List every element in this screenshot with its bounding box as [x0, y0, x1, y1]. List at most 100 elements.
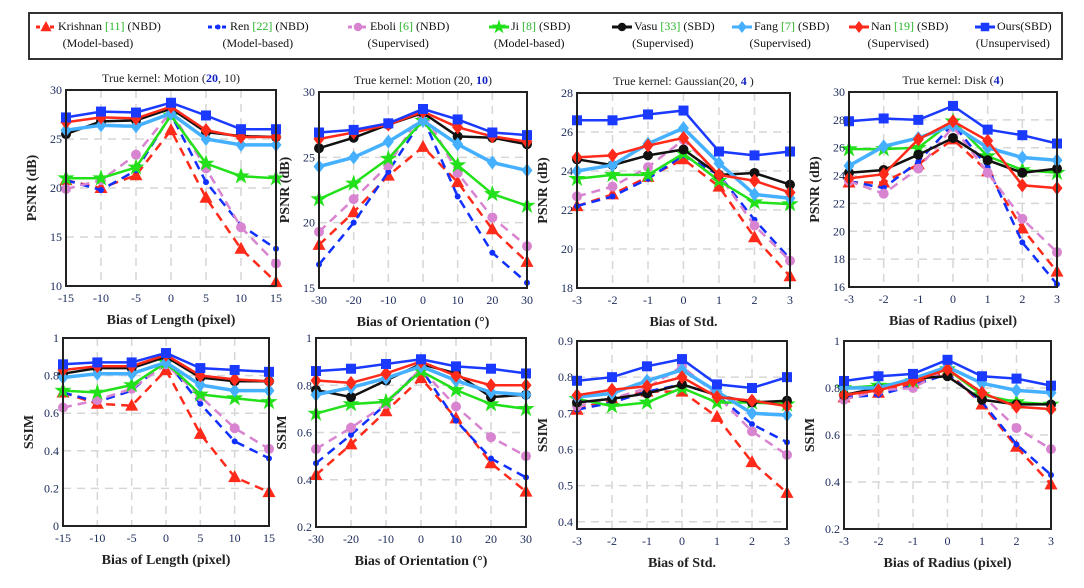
data-point	[678, 105, 689, 116]
data-point	[234, 241, 248, 254]
legend-tag: (NBD)	[272, 19, 309, 33]
data-point	[235, 137, 247, 152]
data-point	[452, 131, 463, 142]
x-tick-label: 0	[420, 293, 426, 307]
legend-subtitle: (Supervised)	[749, 36, 811, 51]
data-point	[344, 437, 358, 450]
x-tick-label: -30	[308, 532, 324, 546]
x-tick-label: 20	[485, 532, 497, 546]
diamond-marker-icon	[732, 21, 752, 34]
square-marker-icon	[975, 23, 995, 32]
y-tick-label: 1	[53, 331, 59, 345]
x-tick-label: 0	[945, 534, 951, 548]
data-point	[712, 379, 722, 390]
x-tick-label: 3	[1048, 534, 1054, 548]
data-point	[641, 379, 653, 394]
data-point	[913, 114, 924, 125]
x-tick-label: 0	[950, 292, 956, 306]
data-point	[878, 113, 889, 124]
data-point	[1019, 239, 1026, 246]
data-point	[913, 163, 924, 174]
data-point	[948, 132, 958, 143]
data-point	[1016, 150, 1028, 165]
data-point	[485, 385, 497, 400]
data-point	[979, 147, 997, 164]
data-point	[749, 167, 760, 178]
series-krishnan	[312, 139, 534, 267]
y-axis-label: SSIM	[22, 415, 37, 449]
y-axis-label: SSIM	[275, 415, 290, 449]
series-nan	[571, 370, 793, 414]
data-point	[200, 123, 212, 138]
y-tick-label: 20	[833, 224, 845, 238]
data-point	[232, 167, 250, 184]
data-point	[913, 149, 924, 160]
x-tick-label: 3	[784, 534, 790, 548]
y-axis-label: SSIM	[536, 418, 551, 452]
x-tick-label: 3	[1054, 292, 1060, 306]
x-axis-label: Bias of Radius (pixel)	[889, 314, 1017, 329]
dot-marker-icon	[208, 24, 228, 30]
data-point	[125, 398, 139, 411]
subplot-title: True kernel: Motion (20, 10)	[354, 73, 492, 87]
data-point	[452, 114, 463, 125]
x-tick-label: -10	[89, 531, 105, 545]
y-tick-label: 15	[303, 281, 315, 295]
x-tick-label: -3	[839, 534, 849, 548]
data-point	[745, 455, 759, 468]
x-tick-label: 0	[679, 534, 685, 548]
legend-name: Eboli	[370, 19, 399, 33]
data-point	[229, 372, 241, 387]
x-tick-label: -20	[346, 293, 362, 307]
data-point	[164, 123, 178, 136]
y-tick-label: 0	[53, 519, 59, 533]
y-tick-label: 10	[50, 279, 62, 293]
data-point	[488, 455, 494, 462]
x-tick-label: 15	[270, 291, 282, 305]
legend-name: Nan	[871, 19, 894, 33]
data-point	[229, 383, 241, 398]
data-point	[166, 97, 176, 108]
y-tick-label: 0.8	[297, 378, 312, 392]
data-point	[713, 156, 725, 171]
legend-item-ren: Ren [22] (NBD) (Model-based)	[207, 18, 309, 52]
x-tick-label: 0	[163, 531, 169, 545]
legend-ref: [6]	[399, 19, 413, 33]
x-tick-label: 0	[418, 532, 424, 546]
data-point	[98, 186, 104, 193]
y-tick-label: 0.8	[44, 369, 59, 383]
legend-subtitle: (Model-based)	[62, 36, 134, 51]
data-point	[385, 168, 392, 175]
data-point	[713, 167, 725, 182]
data-point	[487, 127, 498, 138]
x-tick-label: -2	[608, 293, 618, 307]
data-point	[677, 354, 687, 365]
data-point	[160, 355, 172, 370]
y-axis-label: PSNR (dB)	[25, 154, 40, 221]
data-point	[229, 423, 240, 434]
data-point	[1017, 167, 1028, 178]
y-tick-label: 16	[833, 280, 845, 294]
data-point	[484, 456, 498, 469]
y-tick-label: 30	[50, 83, 62, 97]
data-point	[447, 381, 465, 398]
data-point	[417, 113, 429, 128]
data-point	[449, 156, 467, 173]
data-point	[193, 426, 207, 439]
data-point	[642, 388, 652, 399]
data-point	[643, 150, 653, 161]
x-tick-label: -3	[572, 534, 582, 548]
data-point	[348, 431, 354, 438]
x-tick-label: 5	[203, 291, 209, 305]
y-tick-label: 0.9	[558, 334, 573, 348]
y-tick-label: 0.8	[825, 381, 840, 395]
legend-subtitle: (Supervised)	[867, 36, 929, 51]
legend-subtitle: (Supervised)	[367, 36, 429, 51]
data-point	[346, 363, 356, 374]
y-axis-label: PSNR (dB)	[536, 157, 551, 224]
data-point	[414, 371, 428, 384]
data-point	[712, 179, 726, 192]
x-tick-label: -30	[311, 293, 327, 307]
data-point	[609, 193, 616, 200]
